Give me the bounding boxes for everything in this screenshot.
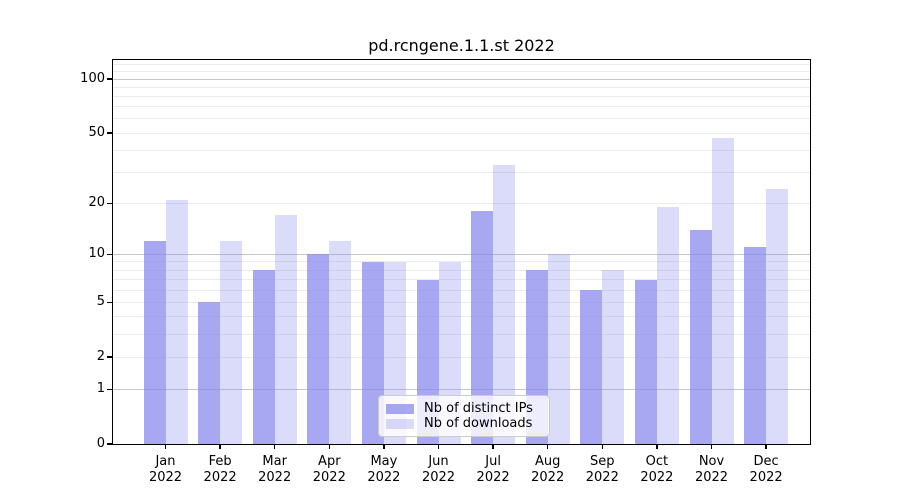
minor-gridline	[113, 279, 810, 281]
y-tick-mark	[107, 253, 112, 255]
x-tick-mark	[492, 444, 494, 449]
major-gridline	[113, 78, 810, 80]
bar-downloads	[602, 270, 625, 444]
bar-downloads	[656, 207, 679, 444]
bar-downloads	[493, 165, 516, 444]
bar-downloads	[165, 199, 188, 444]
y-tick-label: 0	[96, 436, 105, 451]
y-tick-mark	[107, 356, 112, 358]
y-tick-mark	[107, 388, 112, 390]
legend-label-distinct-ips: Nb of distinct IPs	[424, 401, 533, 416]
bar-distinct-ips	[471, 211, 494, 444]
x-tick-label: Mar 2022	[258, 454, 292, 485]
y-tick-mark	[107, 132, 112, 134]
minor-gridline	[113, 202, 810, 204]
minor-gridline	[113, 301, 810, 303]
y-tick-mark	[107, 301, 112, 303]
x-tick-mark	[601, 444, 603, 449]
bar-downloads	[547, 254, 570, 444]
x-tick-label: May 2022	[367, 454, 401, 485]
x-tick-mark	[710, 444, 713, 449]
x-tick-label: Nov 2022	[694, 454, 729, 485]
x-tick-label: Aug 2022	[531, 454, 565, 485]
x-tick-mark	[383, 444, 385, 449]
minor-gridline	[113, 316, 810, 318]
x-tick-mark	[547, 444, 549, 449]
bar-distinct-ips	[634, 279, 657, 444]
legend-swatch-downloads-icon	[386, 418, 414, 429]
y-tick-label: 1	[96, 381, 105, 397]
bar-distinct-ips	[198, 302, 221, 444]
plot-area	[113, 60, 810, 444]
minor-gridline	[113, 118, 810, 120]
bar-distinct-ips	[143, 241, 166, 444]
y-tick-label: 20	[88, 195, 105, 211]
y-tick-label: 50	[88, 125, 105, 141]
minor-gridline	[113, 333, 810, 335]
minor-gridline	[113, 171, 810, 173]
minor-gridline	[113, 95, 810, 97]
bar-distinct-ips	[744, 247, 767, 444]
y-tick-label: 100	[80, 71, 105, 86]
x-tick-label: Sep 2022	[585, 454, 619, 485]
bar-distinct-ips	[689, 229, 712, 444]
legend-swatch-distinct-ips-icon	[386, 403, 414, 414]
bar-downloads	[329, 241, 352, 444]
x-tick-label: Dec 2022	[749, 454, 783, 485]
y-tick-mark	[107, 443, 112, 445]
x-tick-mark	[437, 444, 440, 449]
x-tick-label: Jan 2022	[148, 454, 183, 485]
minor-gridline	[113, 132, 810, 134]
minor-gridline	[113, 71, 810, 73]
x-tick-mark	[328, 444, 330, 449]
minor-gridline	[113, 149, 810, 151]
x-tick-mark	[219, 444, 221, 449]
x-tick-mark	[765, 444, 767, 449]
minor-gridline	[113, 289, 810, 291]
bar-downloads	[766, 189, 789, 444]
bar-downloads	[220, 241, 243, 444]
bar-downloads	[711, 137, 734, 444]
legend: Nb of distinct IPs Nb of downloads	[378, 395, 550, 437]
legend-item-downloads: Nb of downloads	[386, 416, 542, 431]
bar-distinct-ips	[580, 290, 603, 444]
legend-item-distinct-ips: Nb of distinct IPs	[386, 401, 542, 416]
minor-gridline	[113, 269, 810, 271]
y-tick-label: 2	[96, 349, 105, 365]
bar-downloads	[274, 215, 297, 444]
minor-gridline	[113, 64, 810, 66]
y-tick-mark	[107, 202, 112, 204]
bar-distinct-ips	[307, 254, 330, 444]
x-tick-label: Jul 2022	[476, 454, 510, 485]
y-tick-label: 10	[88, 246, 105, 262]
y-tick-label: 5	[96, 294, 105, 310]
x-tick-label: Apr 2022	[312, 454, 346, 485]
minor-gridline	[113, 261, 810, 263]
x-tick-mark	[656, 444, 658, 449]
major-gridline	[113, 253, 810, 255]
y-tick-mark	[107, 78, 112, 80]
legend-label-downloads: Nb of downloads	[424, 416, 533, 431]
minor-gridline	[113, 86, 810, 88]
chart-title: pd.rcngene.1.1.st 2022	[368, 36, 555, 55]
x-tick-label: Oct 2022	[640, 454, 674, 485]
x-tick-mark	[274, 444, 276, 449]
x-tick-label: Jun 2022	[421, 454, 456, 485]
bar-distinct-ips	[252, 270, 275, 444]
x-tick-mark	[164, 444, 167, 449]
x-tick-label: Feb 2022	[203, 454, 237, 485]
major-gridline	[113, 388, 810, 390]
minor-gridline	[113, 106, 810, 108]
minor-gridline	[113, 356, 810, 358]
